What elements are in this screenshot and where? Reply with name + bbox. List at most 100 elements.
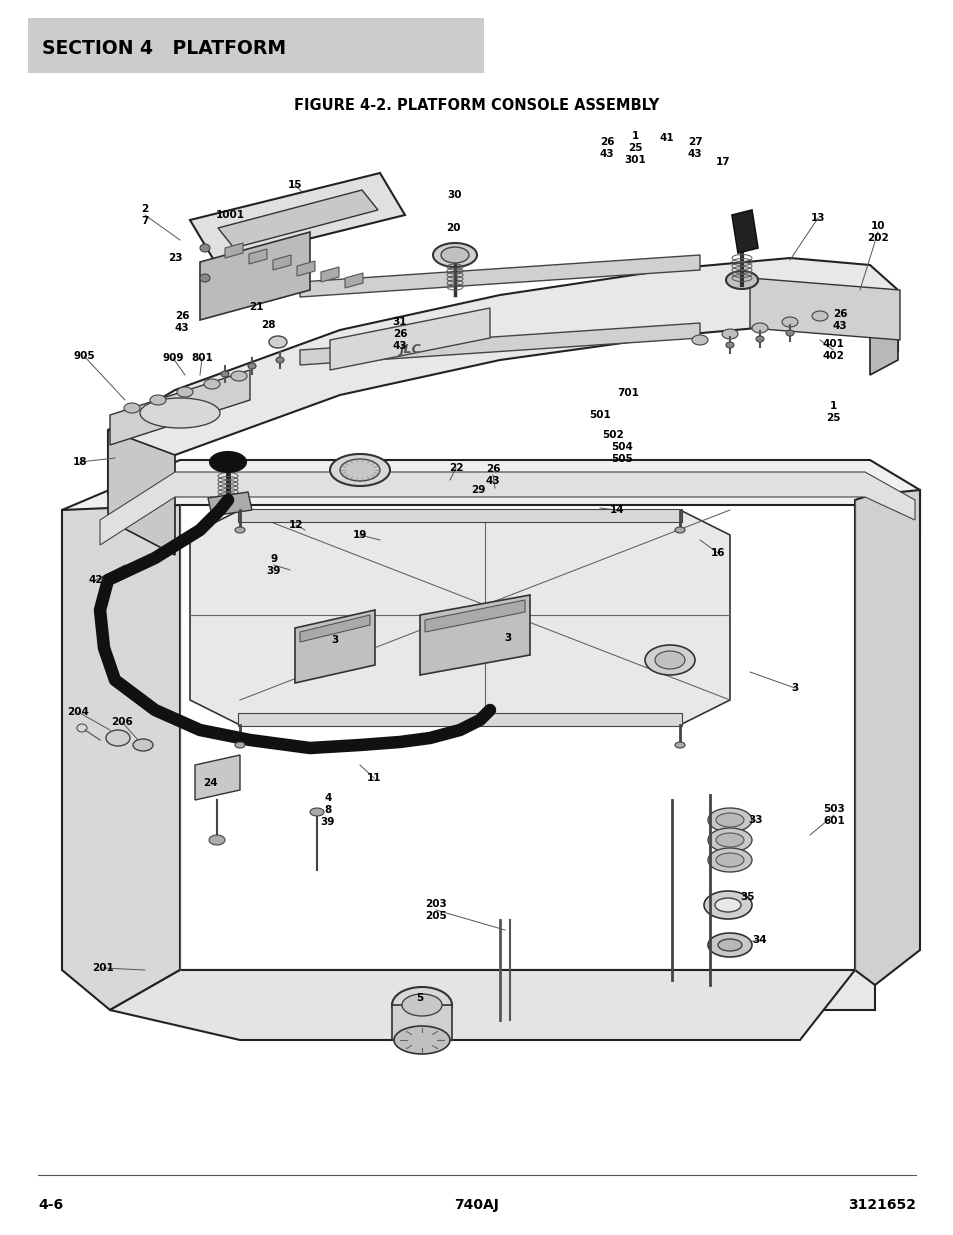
Ellipse shape <box>275 357 284 363</box>
Ellipse shape <box>716 832 743 847</box>
Text: 26
43: 26 43 <box>485 464 499 485</box>
Text: 20: 20 <box>445 224 459 233</box>
Ellipse shape <box>675 527 684 534</box>
Ellipse shape <box>707 808 751 832</box>
Text: 502: 502 <box>601 430 623 440</box>
Text: 31: 31 <box>393 317 407 327</box>
Ellipse shape <box>124 403 140 412</box>
Polygon shape <box>237 509 681 522</box>
Text: 203
205: 203 205 <box>425 899 446 921</box>
Ellipse shape <box>269 336 287 348</box>
Ellipse shape <box>725 270 758 289</box>
Ellipse shape <box>200 245 210 252</box>
Text: 22: 22 <box>448 463 463 473</box>
Text: 33: 33 <box>748 815 762 825</box>
Polygon shape <box>249 249 267 264</box>
Ellipse shape <box>209 835 225 845</box>
Polygon shape <box>62 459 919 555</box>
Text: 42: 42 <box>89 576 103 585</box>
Ellipse shape <box>440 247 469 263</box>
Ellipse shape <box>751 324 767 333</box>
Text: 11: 11 <box>366 773 381 783</box>
Text: 1
25
301: 1 25 301 <box>623 131 645 164</box>
Polygon shape <box>345 273 363 288</box>
Ellipse shape <box>401 994 441 1016</box>
Ellipse shape <box>716 853 743 867</box>
Text: JLC: JLC <box>398 343 420 357</box>
Ellipse shape <box>339 459 379 480</box>
Ellipse shape <box>707 848 751 872</box>
Text: 21: 21 <box>249 303 263 312</box>
Polygon shape <box>225 243 243 258</box>
Ellipse shape <box>150 395 166 405</box>
Text: 701: 701 <box>617 388 639 398</box>
Polygon shape <box>330 308 490 370</box>
Ellipse shape <box>707 932 751 957</box>
Text: 34: 34 <box>752 935 766 945</box>
Ellipse shape <box>248 363 255 369</box>
Polygon shape <box>854 490 919 986</box>
Ellipse shape <box>716 813 743 827</box>
Polygon shape <box>392 1005 452 1040</box>
Polygon shape <box>208 492 252 516</box>
Text: 3121652: 3121652 <box>847 1198 915 1212</box>
Text: 3: 3 <box>504 634 511 643</box>
Polygon shape <box>100 472 914 545</box>
Bar <box>28 19 483 73</box>
Ellipse shape <box>204 379 220 389</box>
Text: 12: 12 <box>289 520 303 530</box>
Ellipse shape <box>132 739 152 751</box>
Ellipse shape <box>106 730 130 746</box>
Text: 41: 41 <box>659 133 674 143</box>
Text: 26
43: 26 43 <box>599 137 614 159</box>
Polygon shape <box>190 173 405 262</box>
Text: 16: 16 <box>710 548 724 558</box>
Polygon shape <box>299 615 370 642</box>
Text: 401
402: 401 402 <box>821 340 843 361</box>
Polygon shape <box>110 969 854 1040</box>
Text: 30: 30 <box>447 190 462 200</box>
Text: 3: 3 <box>791 683 798 693</box>
Polygon shape <box>110 370 250 445</box>
Text: SECTION 4   PLATFORM: SECTION 4 PLATFORM <box>42 38 286 58</box>
Text: 4
8
39: 4 8 39 <box>320 793 335 826</box>
Ellipse shape <box>691 335 707 345</box>
Text: 4-6: 4-6 <box>38 1198 63 1212</box>
Polygon shape <box>749 278 899 340</box>
Ellipse shape <box>310 808 324 816</box>
Ellipse shape <box>392 987 452 1023</box>
Polygon shape <box>299 254 700 296</box>
Ellipse shape <box>811 311 827 321</box>
Polygon shape <box>294 610 375 683</box>
Text: 3: 3 <box>331 635 338 645</box>
Polygon shape <box>62 505 180 1010</box>
Ellipse shape <box>234 742 245 748</box>
Text: 504
505: 504 505 <box>611 442 632 464</box>
Text: 26
43: 26 43 <box>174 311 189 332</box>
Polygon shape <box>108 258 897 495</box>
Ellipse shape <box>433 243 476 267</box>
Polygon shape <box>296 261 314 275</box>
Text: 15: 15 <box>288 180 302 190</box>
Text: 905: 905 <box>73 351 94 361</box>
Polygon shape <box>108 430 174 555</box>
Polygon shape <box>731 210 758 253</box>
Ellipse shape <box>644 645 695 676</box>
Ellipse shape <box>210 452 246 472</box>
Text: 740AJ: 740AJ <box>454 1198 499 1212</box>
Text: 26
43: 26 43 <box>832 309 846 331</box>
Text: 204: 204 <box>67 706 89 718</box>
Text: 501: 501 <box>589 410 610 420</box>
Text: 9
39: 9 39 <box>267 555 281 576</box>
Text: 14: 14 <box>609 505 623 515</box>
Ellipse shape <box>707 827 751 852</box>
Ellipse shape <box>785 330 793 336</box>
Ellipse shape <box>718 939 741 951</box>
Text: 23: 23 <box>168 253 182 263</box>
Ellipse shape <box>177 387 193 396</box>
Text: 26
43: 26 43 <box>393 330 407 351</box>
Text: 35: 35 <box>740 892 755 902</box>
Text: 19: 19 <box>353 530 367 540</box>
Ellipse shape <box>394 1026 450 1053</box>
Text: 24: 24 <box>202 778 217 788</box>
